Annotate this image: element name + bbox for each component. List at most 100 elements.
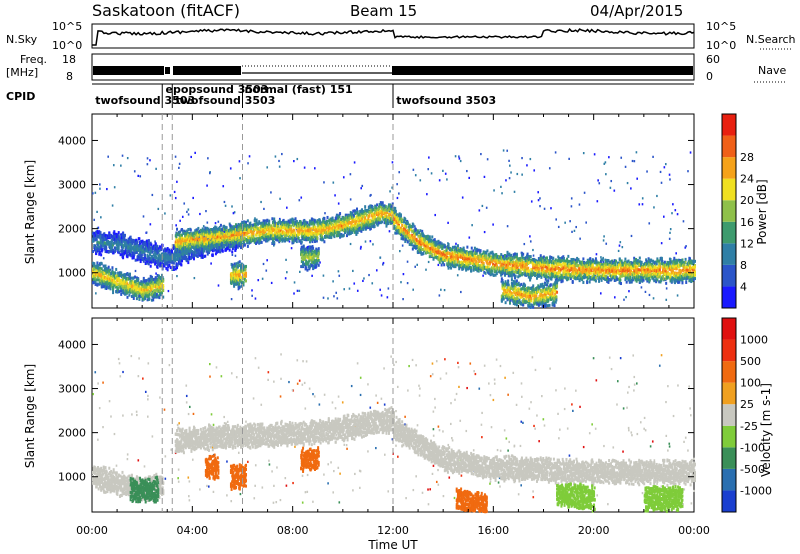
power-speckle xyxy=(112,164,115,167)
power-band-1-cell xyxy=(116,233,119,237)
power-speckle xyxy=(438,179,441,182)
power-band-1-cell xyxy=(138,255,141,259)
power-band-2-cell xyxy=(249,225,252,229)
power-band-2-cell xyxy=(186,244,189,248)
power-band-2-cell xyxy=(371,205,374,209)
power-band-2-cell xyxy=(230,230,233,234)
power-band-2-cell xyxy=(312,234,315,238)
power-band-1-cell xyxy=(204,254,207,258)
power-band-2-cell xyxy=(275,226,278,230)
power-band-2-cell xyxy=(197,244,200,248)
power-band-2-cell xyxy=(201,232,204,236)
power-speckle xyxy=(631,159,634,163)
power-band-1-cell xyxy=(127,238,130,242)
power-band-1-cell xyxy=(125,243,128,247)
power-speckle xyxy=(438,294,441,297)
power-band-2-cell xyxy=(242,229,245,233)
power-band-2-cell xyxy=(366,213,369,217)
power-speckle xyxy=(107,155,110,158)
power-band-0-cell xyxy=(97,264,100,268)
power-band-0-cell xyxy=(137,278,140,282)
power-speckle xyxy=(190,155,192,159)
power-band-0-cell xyxy=(162,286,165,290)
power-band-2-cell xyxy=(181,249,184,253)
power-band-2-cell xyxy=(316,233,319,237)
power-band-2-cell xyxy=(295,222,298,226)
power-band-0-cell xyxy=(100,267,103,271)
freq-tick-top: 18 xyxy=(62,53,76,66)
power-speckle xyxy=(597,179,599,182)
station-title: Saskatoon (fitACF) xyxy=(92,1,240,20)
power-band-0-cell xyxy=(110,271,113,275)
power-band-2-cell xyxy=(361,208,364,212)
power-speckle xyxy=(554,151,557,154)
nsky-frame xyxy=(91,23,695,49)
power-band-0-cell xyxy=(111,266,114,270)
power-band-0-cell xyxy=(122,289,125,293)
power-band-2-cell xyxy=(272,233,275,237)
power-band-2-cell xyxy=(285,220,288,224)
power-band-0-cell xyxy=(145,288,148,292)
power-band-2-cell xyxy=(356,211,359,215)
power-band-2-cell xyxy=(367,206,370,210)
power-band-1-cell xyxy=(178,260,181,264)
power-band-2-cell xyxy=(326,215,329,219)
power-band-1-cell xyxy=(94,238,97,242)
power-band-1-cell xyxy=(137,248,140,252)
power-speckle xyxy=(623,298,625,301)
power-speckle xyxy=(603,235,605,238)
power-band-1-cell xyxy=(215,248,218,252)
power-band-0-cell xyxy=(157,295,160,299)
power-band-2-cell xyxy=(321,222,324,226)
power-band-0-cell xyxy=(162,277,165,281)
power-band-2-cell xyxy=(284,233,287,237)
power-band-2-cell xyxy=(303,221,306,225)
nave-label: Nave xyxy=(758,64,786,77)
power-band-1-cell xyxy=(147,239,150,243)
power-band-2-cell xyxy=(319,225,322,229)
power-band-1-cell xyxy=(142,256,145,260)
power-band-2-cell xyxy=(278,239,281,243)
power-band-1-cell xyxy=(185,256,188,260)
power-speckle xyxy=(95,292,97,295)
power-band-1-cell xyxy=(164,257,167,261)
nsky-tick-bottom: 10^0 xyxy=(52,39,82,52)
power-band-0-cell xyxy=(107,268,110,272)
power-band-2-cell xyxy=(354,218,357,222)
power-band-2-cell xyxy=(271,227,274,231)
power-band-2-cell xyxy=(321,228,324,232)
power-speckle xyxy=(155,272,157,275)
power-band-2-cell xyxy=(228,242,231,246)
power-band-2-cell xyxy=(275,235,278,239)
power-speckle xyxy=(628,290,630,293)
power-band-2-cell xyxy=(306,224,309,228)
power-band-2-cell xyxy=(282,221,285,225)
power-band-1-cell xyxy=(97,245,100,249)
power-speckle xyxy=(633,160,636,163)
power-band-0-cell xyxy=(121,288,124,292)
power-band-2-cell xyxy=(364,219,367,223)
power-band-2-cell xyxy=(320,234,323,238)
power-speckle xyxy=(323,181,325,184)
power-speckle xyxy=(483,175,486,178)
power-band-2-cell xyxy=(266,239,269,243)
power-speckle xyxy=(609,186,612,189)
power-band-1-cell xyxy=(154,244,157,248)
power-speckle xyxy=(288,240,291,243)
power-band-2-cell xyxy=(311,240,314,244)
power-band-2-cell xyxy=(258,221,261,225)
power-band-2-cell xyxy=(324,230,327,234)
power-band-2-cell xyxy=(319,221,322,225)
power-band-1-cell xyxy=(113,231,116,235)
power-band-1-cell xyxy=(105,246,108,250)
power-band-1-cell xyxy=(127,249,130,253)
power-speckle xyxy=(543,207,546,210)
power-band-2-cell xyxy=(208,232,211,236)
power-band-2-cell xyxy=(215,229,218,233)
power-band-2-cell xyxy=(208,249,211,253)
power-band-1-cell xyxy=(95,232,98,236)
power-band-2-cell xyxy=(267,238,270,242)
power-speckle xyxy=(368,273,370,277)
power-band-2-cell xyxy=(268,219,271,223)
power-band-2-cell xyxy=(276,238,279,242)
